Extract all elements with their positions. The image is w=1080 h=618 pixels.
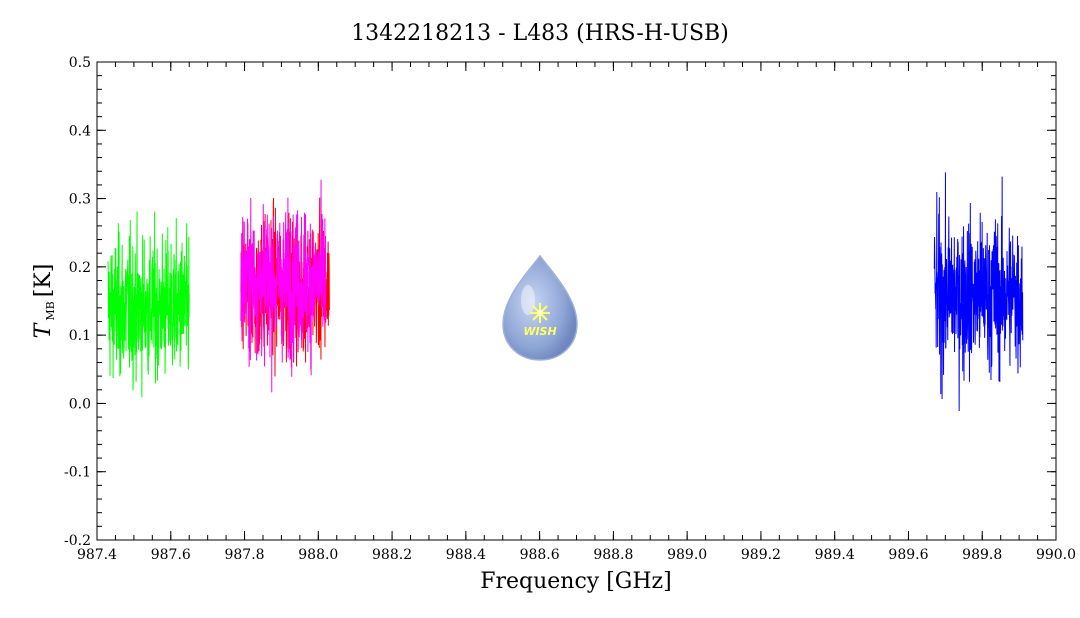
y-axis-label: TMB [K] bbox=[31, 264, 57, 339]
x-tick-label: 988.8 bbox=[593, 547, 633, 563]
x-tick-label: 988.4 bbox=[446, 547, 486, 563]
y-tick-label: 0.4 bbox=[69, 123, 91, 139]
x-axis: 987.4 987.6 987.8 988.0 988.2 988.4 988.6 988.8… bbox=[77, 62, 1076, 563]
x-tick-label: 987.4 bbox=[77, 547, 117, 563]
x-tick-label: 989.6 bbox=[888, 547, 928, 563]
y-tick-label: 0.3 bbox=[69, 192, 91, 208]
y-axis-label-subscript: MB bbox=[44, 301, 57, 320]
logo-text: WISH bbox=[523, 325, 556, 338]
y-tick-label: 0.2 bbox=[69, 260, 91, 276]
y-axis-label-main: T bbox=[31, 321, 56, 338]
x-axis-label: Frequency [GHz] bbox=[480, 569, 672, 594]
x-tick-label: 990.0 bbox=[1036, 547, 1076, 563]
y-tick-label: 0.5 bbox=[69, 55, 91, 71]
y-tick-label: -0.2 bbox=[64, 533, 91, 549]
y-axis: -0.2 -0.1 0.0 0.1 0.2 0.3 0.4 0.5 bbox=[64, 55, 1056, 549]
y-tick-label: 0.1 bbox=[69, 328, 91, 344]
x-tick-label: 987.6 bbox=[151, 547, 191, 563]
x-tick-label: 988.6 bbox=[520, 547, 560, 563]
series-line bbox=[933, 172, 1024, 412]
plot-series-group bbox=[107, 172, 1024, 412]
x-tick-label: 989.2 bbox=[741, 547, 781, 563]
chart-title: 1342218213 - L483 (HRS-H-USB) bbox=[351, 21, 729, 46]
x-tick-label: 989.8 bbox=[962, 547, 1002, 563]
wish-logo: WISH bbox=[502, 254, 578, 361]
series-line bbox=[240, 179, 327, 393]
x-tick-label: 987.8 bbox=[224, 547, 264, 563]
x-tick-label: 989.4 bbox=[815, 547, 855, 563]
star-center bbox=[537, 310, 543, 316]
drop-highlight bbox=[521, 285, 535, 315]
x-tick-label: 988.2 bbox=[372, 547, 412, 563]
y-tick-label: 0.0 bbox=[69, 396, 91, 412]
x-tick-label: 988.0 bbox=[298, 547, 338, 563]
x-tick-label: 989.0 bbox=[667, 547, 707, 563]
svg-text:TMB[K]: TMB [K] bbox=[31, 264, 57, 339]
y-axis-label-unit: [K] bbox=[31, 264, 56, 298]
y-tick-label: -0.1 bbox=[64, 465, 91, 481]
series-line bbox=[107, 211, 190, 398]
